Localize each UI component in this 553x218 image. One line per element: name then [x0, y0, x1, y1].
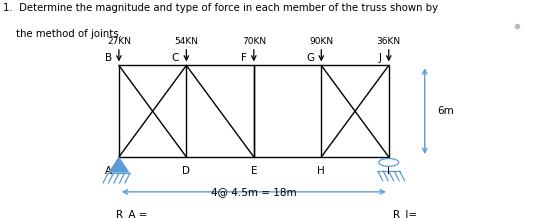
- Text: R_A =: R_A =: [116, 209, 148, 218]
- Text: 70KN: 70KN: [242, 37, 266, 46]
- Text: E: E: [251, 166, 257, 176]
- Polygon shape: [109, 157, 129, 172]
- Text: J: J: [379, 53, 382, 63]
- Text: A: A: [106, 166, 112, 176]
- Text: 36KN: 36KN: [377, 37, 401, 46]
- Text: C: C: [172, 53, 179, 63]
- Text: 54KN: 54KN: [174, 37, 199, 46]
- Text: 1.  Determine the magnitude and type of force in each member of the truss shown : 1. Determine the magnitude and type of f…: [3, 3, 438, 13]
- Text: H: H: [317, 166, 325, 176]
- Text: 4@ 4.5m = 18m: 4@ 4.5m = 18m: [211, 187, 296, 197]
- Text: B: B: [105, 53, 112, 63]
- Text: 6m: 6m: [437, 106, 453, 116]
- Text: 27KN: 27KN: [107, 37, 131, 46]
- Text: R_I=: R_I=: [393, 209, 418, 218]
- Text: I: I: [387, 166, 390, 176]
- Text: F: F: [241, 53, 247, 63]
- Text: D: D: [182, 166, 190, 176]
- Text: G: G: [306, 53, 314, 63]
- Text: 90KN: 90KN: [309, 37, 333, 46]
- Text: the method of joints.: the method of joints.: [3, 29, 122, 39]
